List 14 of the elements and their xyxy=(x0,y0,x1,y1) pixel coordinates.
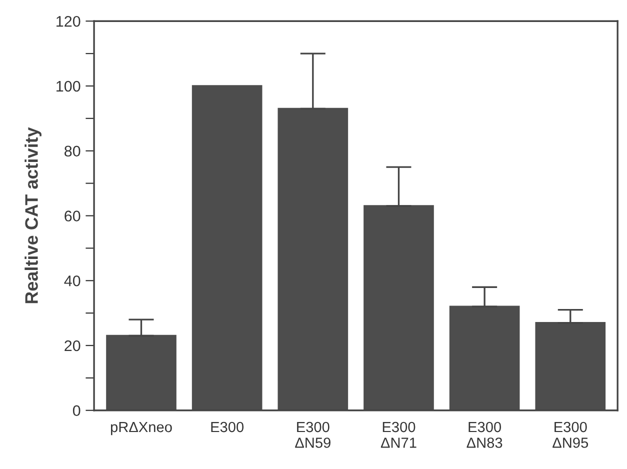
x-tick-label: E300 ΔN59 xyxy=(295,422,330,448)
x-tick-label: E300 ΔN95 xyxy=(552,422,588,448)
y-tick-label: 80 xyxy=(64,146,80,157)
x-tick-label: pRΔXneo xyxy=(110,422,172,436)
x-tick-label: E300 ΔN83 xyxy=(466,422,502,448)
y-axis-title: Realtive CAT activity xyxy=(24,127,42,304)
y-tick-label: 40 xyxy=(64,275,80,286)
y-tick-label: 60 xyxy=(64,210,80,222)
y-tick-label: 100 xyxy=(56,80,80,92)
x-tick-label: E300 ΔN71 xyxy=(380,422,416,448)
x-tick-label: E300 xyxy=(211,422,244,432)
y-tick-label: 20 xyxy=(64,340,80,352)
y-tick-label: 0 xyxy=(72,405,80,416)
y-tick-label: 120 xyxy=(56,16,80,27)
